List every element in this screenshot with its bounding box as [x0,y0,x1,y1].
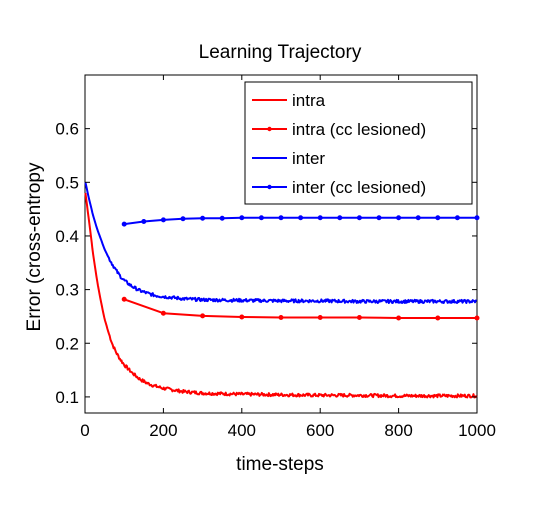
legend-entry: inter (cc lesioned) [252,178,426,197]
series-line [123,298,477,319]
legend-entry: inter [252,149,325,168]
data-point [435,315,441,321]
plot-frame [84,74,478,414]
data-point [121,296,127,302]
data-point [121,221,127,227]
data-point [356,215,362,221]
legend-marker [267,184,272,190]
data-point [435,215,441,221]
series-line [84,182,478,304]
data-point [239,314,245,320]
legend-entry: intra (cc lesioned) [252,120,426,139]
legend-label: intra [292,91,326,110]
x-tick-label: 600 [306,421,334,440]
y-tick-label: 0.1 [55,388,79,407]
y-tick-label: 0.2 [55,334,79,353]
legend-label: inter [292,149,325,168]
series-intra [84,192,478,399]
x-axis-title: time-steps [236,454,324,475]
legend-marker [267,126,272,132]
x-tick-label: 0 [80,421,89,440]
x-tick-label: 800 [384,421,412,440]
series-layer [84,182,480,399]
y-axis: 0.1 0.2 0.3 0.4 0.5 0.6 [55,120,477,407]
data-point [278,315,284,321]
x-tick-label: 1000 [458,421,496,440]
data-point [219,215,225,221]
legend-box [244,81,473,205]
y-tick-label: 0.6 [55,120,79,139]
y-tick-label: 0.5 [55,173,79,192]
legend-entry: intra [252,91,326,110]
series-intra-cc-lesioned [121,296,480,321]
data-point [200,215,206,221]
data-point [278,215,284,221]
legend: intra intra (cc lesioned) inter inter (cc l… [244,81,473,205]
legend-label: inter (cc lesioned) [292,178,426,197]
y-axis-title: Error (cross-entropy [24,162,45,331]
data-point [200,313,206,319]
data-point [356,315,362,321]
data-point [396,215,402,221]
x-tick-label: 400 [228,421,256,440]
data-point [298,215,304,221]
x-axis: 0 200 400 600 800 1000 [80,75,496,440]
data-point [415,215,421,221]
data-point [239,215,245,221]
data-point [396,315,402,321]
data-point [317,315,323,321]
chart-title: Learning Trajectory [199,42,362,63]
data-point [160,217,166,223]
plot-area [84,74,478,414]
x-tick-label: 200 [149,421,177,440]
data-point [337,215,343,221]
data-point [258,215,264,221]
series-line [84,192,478,399]
data-point [180,216,186,222]
y-tick-label: 0.4 [55,227,79,246]
data-point [376,215,382,221]
data-point [317,215,323,221]
data-point [454,215,460,221]
series-inter-cc-lesioned [121,215,480,227]
legend-label: intra (cc lesioned) [292,120,426,139]
y-tick-label: 0.3 [55,281,79,300]
series-inter [84,182,478,304]
data-point [141,218,147,224]
data-point [474,315,480,321]
data-point [474,215,480,221]
data-point [160,310,166,316]
